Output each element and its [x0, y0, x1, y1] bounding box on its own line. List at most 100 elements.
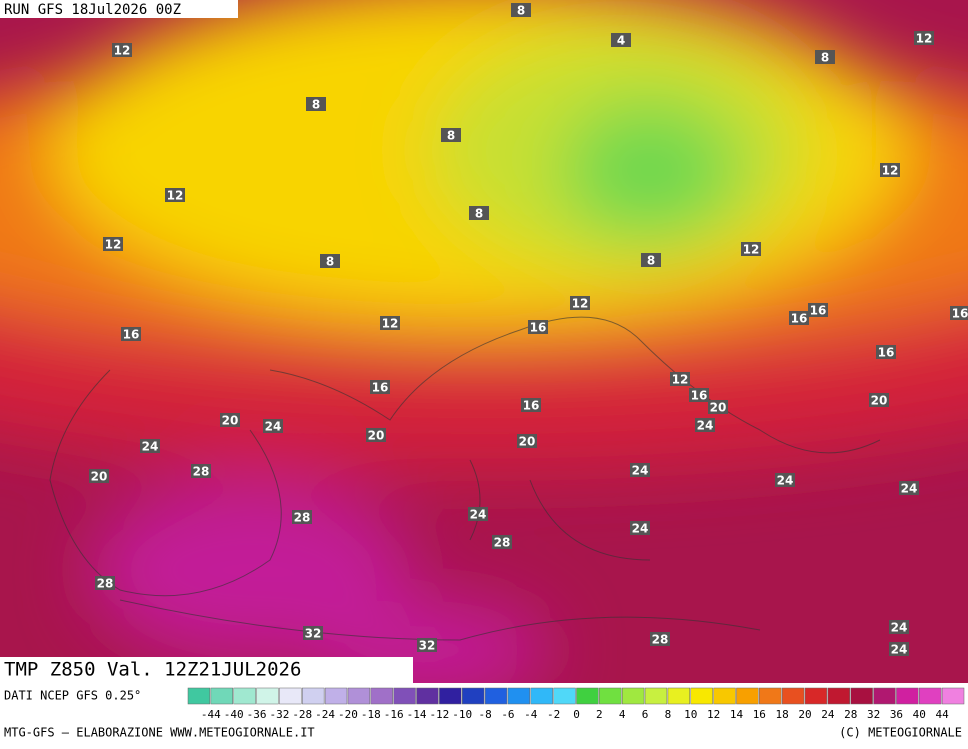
- contour-label-box: [469, 206, 489, 220]
- contour-label-box: [220, 413, 240, 427]
- scale-tick-label: 8: [665, 708, 672, 721]
- contour-label-box: [889, 620, 909, 634]
- contour-label: 20: [91, 470, 108, 484]
- contour-label-box: [306, 97, 326, 111]
- contour-label: 8: [326, 255, 334, 269]
- contour-label-box: [121, 327, 141, 341]
- contour-label-box: [366, 428, 386, 442]
- contour-label: 16: [691, 389, 708, 403]
- contour-label-box: [889, 642, 909, 656]
- contour-label: 24: [891, 643, 908, 657]
- contour-label: 12: [105, 238, 122, 252]
- scale-tick-label: 2: [596, 708, 603, 721]
- contour-label-box: [689, 388, 709, 402]
- contour-label-box: [611, 33, 631, 47]
- contour-label-box: [641, 253, 661, 267]
- contour-label-box: [789, 311, 809, 325]
- scale-swatch: [896, 687, 919, 705]
- temperature-field: [0, 0, 968, 683]
- contour-label-box: [165, 188, 185, 202]
- contour-label: 24: [632, 464, 649, 478]
- scale-tick-label: 18: [776, 708, 789, 721]
- contour-label: 20: [368, 429, 385, 443]
- scale-swatch: [736, 687, 759, 705]
- contour-label: 16: [123, 328, 140, 342]
- contour-label: 8: [475, 207, 483, 221]
- contour-label: 16: [810, 304, 827, 318]
- contour-label-box: [103, 237, 123, 251]
- contour-label-box: [89, 469, 109, 483]
- scale-swatch: [804, 687, 828, 705]
- contour-label: 28: [652, 633, 669, 647]
- scale-tick-label: -36: [247, 708, 267, 721]
- scale-swatch: [302, 687, 325, 705]
- scale-tick-label: -20: [338, 708, 358, 721]
- contour-label-box: [303, 626, 323, 640]
- contour-label-box: [950, 306, 968, 320]
- scale-tick-label: 24: [821, 708, 835, 721]
- scale-swatch: [484, 687, 508, 705]
- scale-tick-label: 20: [798, 708, 811, 721]
- contour-label-box: [521, 398, 541, 412]
- contour-label: 24: [265, 420, 282, 434]
- scale-swatch: [667, 687, 691, 705]
- scale-swatch: [461, 687, 485, 705]
- contour-label: 24: [901, 482, 918, 496]
- scale-tick-label: 6: [642, 708, 649, 721]
- scale-swatch: [873, 687, 896, 705]
- contour-label-box: [320, 254, 340, 268]
- scale-tick-label: -18: [361, 708, 381, 721]
- contour-label: 16: [530, 321, 547, 335]
- contour-label-box: [511, 3, 531, 17]
- scale-swatch: [553, 687, 576, 705]
- scale-tick-label: 44: [936, 708, 950, 721]
- scale-tick-label: -24: [315, 708, 335, 721]
- scale-swatch: [621, 687, 645, 705]
- scale-swatch: [941, 687, 965, 705]
- contour-label-box: [517, 434, 537, 448]
- scale-tick-label: -40: [224, 708, 244, 721]
- field-title: TMP Z850 Val. 12Z21JUL2026: [4, 659, 301, 681]
- contour-label: 8: [447, 129, 455, 143]
- scale-tick-label: -32: [269, 708, 289, 721]
- scale-swatch: [576, 687, 599, 705]
- contour-label: 32: [305, 627, 322, 641]
- copyright-label: (C) METEOGIORNALE: [839, 726, 962, 740]
- contour-label-box: [492, 535, 512, 549]
- scale-swatch: [233, 687, 256, 705]
- contour-label: 12: [382, 317, 399, 331]
- source-label: DATI NCEP GFS 0.25°: [4, 689, 141, 703]
- scale-swatch: [850, 687, 873, 705]
- contour-label-box: [899, 481, 919, 495]
- contour-label-box: [468, 507, 488, 521]
- contour-label: 12: [167, 189, 184, 203]
- scale-swatch: [781, 687, 805, 705]
- contour-label: 24: [891, 621, 908, 635]
- scale-tick-label: 40: [913, 708, 926, 721]
- scale-tick-label: 28: [844, 708, 857, 721]
- scale-tick-label: -4: [524, 708, 538, 721]
- contour-label-box: [815, 50, 835, 64]
- scale-tick-label: 14: [730, 708, 744, 721]
- scale-swatch: [279, 687, 302, 705]
- scale-swatch: [644, 687, 668, 705]
- contour-label: 20: [222, 414, 239, 428]
- contour-label-box: [808, 303, 828, 317]
- contour-label: 8: [312, 98, 320, 112]
- contour-label-box: [112, 43, 132, 57]
- scale-tick-label: -6: [501, 708, 514, 721]
- contour-label: 8: [821, 51, 829, 65]
- scale-swatch: [256, 687, 279, 705]
- scale-tick-label: -44: [201, 708, 221, 721]
- contour-label: 24: [632, 522, 649, 536]
- contour-label-box: [630, 463, 650, 477]
- credit-label: MTG-GFS — ELABORAZIONE WWW.METEOGIORNALE…: [4, 726, 315, 740]
- contour-label: 24: [142, 440, 159, 454]
- contour-label: 12: [572, 297, 589, 311]
- scale-tick-label: -10: [452, 708, 472, 721]
- scale-tick-label: 0: [573, 708, 580, 721]
- contour-label-box: [880, 163, 900, 177]
- scale-tick-label: -28: [292, 708, 312, 721]
- scale-swatch: [759, 687, 782, 705]
- contour-label: 8: [647, 254, 655, 268]
